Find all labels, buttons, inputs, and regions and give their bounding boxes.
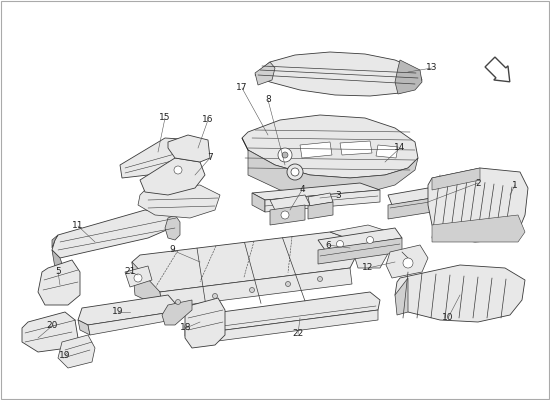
Polygon shape [308,202,333,219]
Text: 15: 15 [160,114,170,122]
Text: 20: 20 [46,322,58,330]
Circle shape [366,236,373,244]
Polygon shape [162,300,192,325]
Polygon shape [395,278,408,315]
Polygon shape [318,238,402,264]
Text: 19: 19 [112,308,124,316]
Text: 21: 21 [124,268,136,276]
Text: 8: 8 [265,96,271,104]
Text: 11: 11 [72,222,84,230]
Polygon shape [88,312,172,335]
Polygon shape [185,326,195,344]
Polygon shape [242,115,418,178]
Text: 17: 17 [236,84,248,92]
Circle shape [285,282,290,286]
Circle shape [174,166,182,174]
Polygon shape [330,225,390,268]
Text: 2: 2 [475,178,481,188]
Polygon shape [388,188,432,205]
Polygon shape [386,245,428,278]
Polygon shape [340,141,372,155]
Polygon shape [185,298,225,348]
Polygon shape [22,312,78,352]
Text: 19: 19 [59,350,71,360]
Circle shape [282,152,288,158]
Text: 22: 22 [293,330,304,338]
Polygon shape [52,210,178,258]
Polygon shape [140,158,205,195]
Polygon shape [265,190,380,212]
Polygon shape [255,62,275,85]
Polygon shape [395,265,525,322]
Text: 14: 14 [394,144,406,152]
Polygon shape [388,198,432,219]
Polygon shape [132,262,162,308]
Circle shape [337,240,344,248]
Polygon shape [132,232,358,292]
Circle shape [403,258,413,268]
Text: 1: 1 [512,180,518,190]
Text: 6: 6 [325,240,331,250]
Text: 5: 5 [55,268,61,276]
Polygon shape [58,335,95,368]
Polygon shape [160,268,352,308]
Polygon shape [432,168,480,190]
Polygon shape [432,215,525,242]
Polygon shape [185,292,380,334]
Circle shape [287,164,303,180]
Text: 7: 7 [207,154,213,162]
Circle shape [134,274,142,282]
Circle shape [317,276,322,282]
Polygon shape [52,235,58,248]
Polygon shape [270,195,310,210]
Polygon shape [195,310,378,344]
Polygon shape [120,138,198,178]
Polygon shape [428,168,528,242]
Polygon shape [125,266,152,287]
Polygon shape [308,193,333,206]
Polygon shape [395,60,422,94]
Polygon shape [255,52,422,96]
Circle shape [281,211,289,219]
Polygon shape [38,260,80,305]
Circle shape [278,148,292,162]
Polygon shape [300,142,332,158]
Text: 10: 10 [442,314,454,322]
Circle shape [175,300,180,304]
Polygon shape [252,193,265,212]
Polygon shape [485,57,510,82]
Circle shape [212,294,217,298]
Text: 3: 3 [335,192,341,200]
Text: 12: 12 [362,264,373,272]
Text: 18: 18 [180,324,192,332]
Text: 4: 4 [299,186,305,194]
Polygon shape [78,320,90,335]
Polygon shape [270,205,305,225]
Circle shape [291,168,299,176]
Polygon shape [78,295,175,325]
Polygon shape [138,185,220,218]
Polygon shape [52,250,65,272]
Text: 16: 16 [202,116,214,124]
Text: 9: 9 [169,246,175,254]
Text: 13: 13 [426,64,438,72]
Circle shape [250,288,255,292]
Polygon shape [376,145,398,158]
Polygon shape [165,215,180,240]
Polygon shape [318,228,402,250]
Polygon shape [168,135,210,162]
Polygon shape [252,183,380,200]
Polygon shape [242,138,418,195]
